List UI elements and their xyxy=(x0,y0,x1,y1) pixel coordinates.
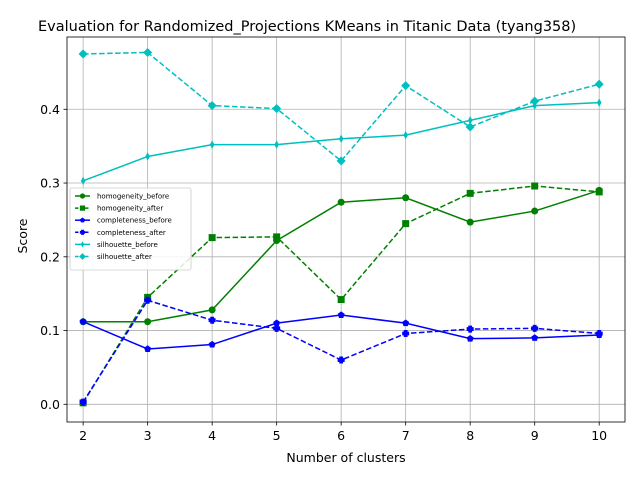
data-point xyxy=(273,324,281,332)
legend-label: silhouette_before xyxy=(97,241,158,249)
data-point xyxy=(272,103,282,114)
data-point xyxy=(78,49,88,59)
data-point xyxy=(145,152,150,161)
legend-box xyxy=(69,187,192,271)
data-point xyxy=(466,334,474,342)
plot-frame xyxy=(66,36,626,423)
data-point xyxy=(273,233,281,241)
data-point xyxy=(595,188,603,196)
legend-label: homogeneity_after xyxy=(97,205,163,213)
data-point xyxy=(466,325,474,333)
legend-label: completeness_after xyxy=(97,229,166,237)
data-point xyxy=(79,398,87,406)
data-point xyxy=(596,98,602,107)
data-point xyxy=(80,176,86,186)
y-tick-label: 0.3 xyxy=(40,176,60,191)
data-point xyxy=(79,205,86,211)
x-tick-label: 3 xyxy=(144,428,152,443)
data-point xyxy=(465,122,475,132)
legend-label: homogeneity_before xyxy=(97,193,169,201)
data-point xyxy=(531,207,539,215)
y-tick-label: 0.4 xyxy=(40,102,60,117)
data-point xyxy=(143,47,153,58)
data-point xyxy=(79,253,86,260)
data-point xyxy=(402,319,410,327)
x-tick-label: 7 xyxy=(402,428,410,443)
y-tick-label: 0.2 xyxy=(40,249,60,264)
data-point xyxy=(208,316,216,324)
data-point xyxy=(338,134,344,143)
data-point xyxy=(209,140,215,149)
data-point xyxy=(531,334,539,341)
series-completeness-after xyxy=(79,296,603,406)
y-axis-label: Score xyxy=(15,218,30,253)
x-tick-label: 2 xyxy=(79,428,87,443)
x-tick-label: 5 xyxy=(273,428,281,443)
data-point xyxy=(467,116,473,125)
x-tick-label: 10 xyxy=(591,428,607,443)
data-point xyxy=(144,345,152,352)
data-point xyxy=(402,194,410,202)
data-point xyxy=(79,217,86,223)
legend: homogeneity_before homogeneity_aftercompl… xyxy=(69,187,192,271)
x-tick-label: 6 xyxy=(337,428,345,443)
data-point xyxy=(144,296,152,304)
data-point xyxy=(207,101,217,111)
data-point xyxy=(208,306,216,314)
data-point xyxy=(401,81,411,91)
legend-label: completeness_before xyxy=(97,217,172,225)
series-line xyxy=(83,51,600,162)
y-tick-label: 0.0 xyxy=(40,397,60,412)
chart-title: Evaluation for Randomized_Projections KM… xyxy=(38,19,576,35)
x-tick-label: 4 xyxy=(208,428,216,443)
data-point xyxy=(402,329,410,337)
data-point xyxy=(337,296,345,304)
data-point xyxy=(208,234,216,242)
data-point xyxy=(530,96,540,106)
data-point xyxy=(79,193,86,199)
data-point xyxy=(79,318,87,325)
data-point xyxy=(80,241,85,248)
data-point xyxy=(208,340,216,348)
data-point xyxy=(274,140,279,149)
series-silhouette-after xyxy=(78,47,604,166)
data-point xyxy=(144,318,152,326)
data-point xyxy=(336,156,346,166)
data-point xyxy=(531,182,539,190)
data-point xyxy=(595,329,603,337)
x-tick-label: 8 xyxy=(466,428,474,443)
legend-label: silhouette_after xyxy=(97,253,152,261)
data-point xyxy=(337,198,345,206)
data-point xyxy=(337,311,345,319)
series-line xyxy=(82,185,600,404)
data-point xyxy=(466,218,474,226)
data-point xyxy=(531,324,539,332)
data-point xyxy=(79,229,86,235)
data-point xyxy=(466,189,474,197)
x-axis-label: Number of clusters xyxy=(286,450,405,465)
data-point xyxy=(402,220,410,228)
data-point xyxy=(273,319,281,327)
x-tick-label: 9 xyxy=(531,428,539,443)
data-point xyxy=(403,130,408,140)
data-point xyxy=(337,356,345,364)
y-tick-label: 0.1 xyxy=(40,323,60,338)
data-point xyxy=(594,79,604,89)
